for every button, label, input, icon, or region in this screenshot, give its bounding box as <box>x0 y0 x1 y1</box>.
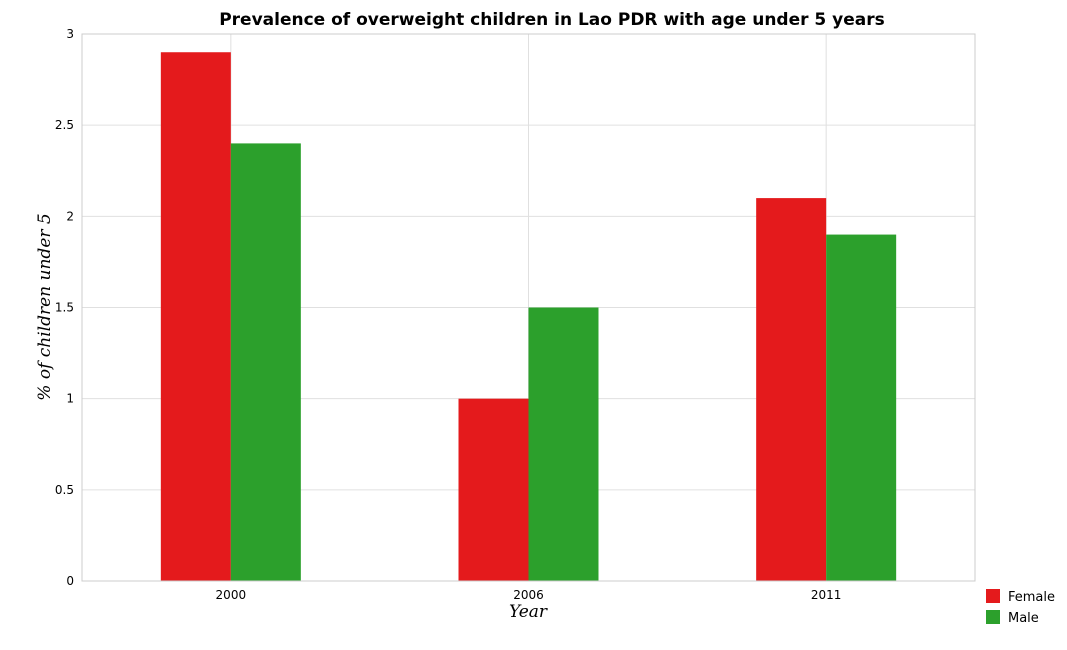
y-ticks: 0 0.5 1 1.5 2 2.5 3 <box>55 27 74 588</box>
y-tick-label: 2 <box>66 209 74 223</box>
bar-male-2011 <box>826 234 897 582</box>
bar-female-2000 <box>160 52 231 581</box>
y-tick-label: 3 <box>66 27 74 41</box>
plot-frame <box>81 33 976 582</box>
x-tick-label: 2000 <box>216 588 247 602</box>
y-tick-label: 0 <box>66 574 74 588</box>
x-ticks: 2000 2006 2011 <box>216 588 842 602</box>
legend-swatch-male <box>986 610 1000 624</box>
bar-female-2011 <box>756 198 827 581</box>
legend-label-female: Female <box>1008 590 1055 605</box>
bar-male-2000 <box>230 143 301 581</box>
y-tick-label: 0.5 <box>55 483 74 497</box>
legend-label-male: Male <box>1008 611 1039 626</box>
x-tick-label: 2011 <box>811 588 842 602</box>
y-tick-label: 2.5 <box>55 118 74 132</box>
x-tick-label: 2006 <box>513 588 544 602</box>
legend: Female Male <box>986 589 1055 626</box>
y-tick-label: 1.5 <box>55 301 74 315</box>
chart-title: Prevalence of overweight children in Lao… <box>219 10 885 30</box>
y-tick-label: 1 <box>66 392 74 406</box>
legend-swatch-female <box>986 589 1000 603</box>
x-axis-label: Year <box>509 602 548 622</box>
bar-male-2006 <box>528 307 599 581</box>
y-axis-label: % of children under 5 <box>35 213 55 400</box>
bar-female-2006 <box>458 398 529 581</box>
bars <box>160 52 897 582</box>
